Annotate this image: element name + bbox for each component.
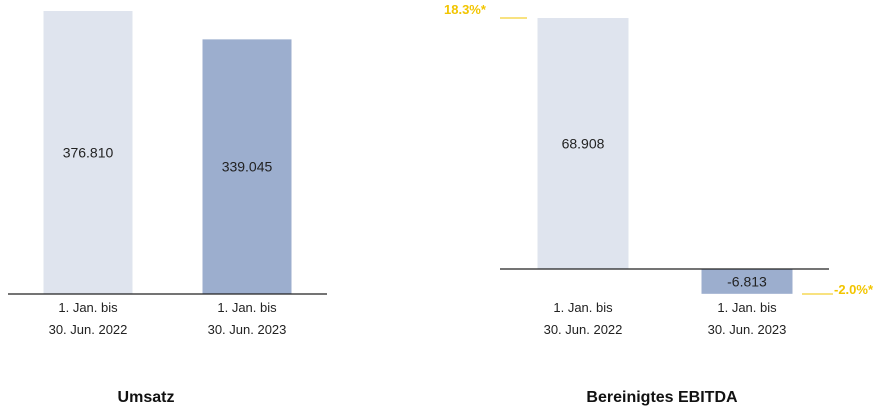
data-label-0-1: 339.045 — [222, 159, 273, 175]
category-label-1-1-line2: 30. Jun. 2023 — [708, 322, 787, 337]
chart-1: 68.908 1. Jan. bis 30. Jun. 2022 -6.813 1. J… — [444, 2, 874, 406]
data-label-1-1: -6.813 — [727, 273, 767, 289]
chart-title-0: Umsatz — [118, 389, 175, 406]
category-label-1-1-line1: 1. Jan. bis — [717, 300, 777, 315]
bar-1-0 — [537, 18, 629, 269]
annotation-1-0: 18.3%* — [444, 2, 487, 17]
category-label-0-1-line2: 30. Jun. 2023 — [208, 322, 287, 337]
annotation-1-1: -2.0%* — [834, 282, 874, 297]
data-label-0-0: 376.810 — [63, 145, 114, 161]
chart-title-1: Bereinigtes EBITDA — [586, 389, 738, 406]
bar-1-1 — [701, 269, 793, 294]
data-label-1-0: 68.908 — [562, 136, 605, 152]
category-label-0-1-line1: 1. Jan. bis — [217, 300, 277, 315]
bar-0-0 — [43, 11, 133, 294]
bar-0-1 — [202, 39, 292, 295]
category-label-0-0-line2: 30. Jun. 2022 — [49, 322, 128, 337]
chart-0: 376.810 1. Jan. bis 30. Jun. 2022 339.045 1.… — [8, 11, 327, 406]
category-label-1-0-line1: 1. Jan. bis — [553, 300, 613, 315]
category-label-0-0-line1: 1. Jan. bis — [58, 300, 118, 315]
category-label-1-0-line2: 30. Jun. 2022 — [544, 322, 623, 337]
